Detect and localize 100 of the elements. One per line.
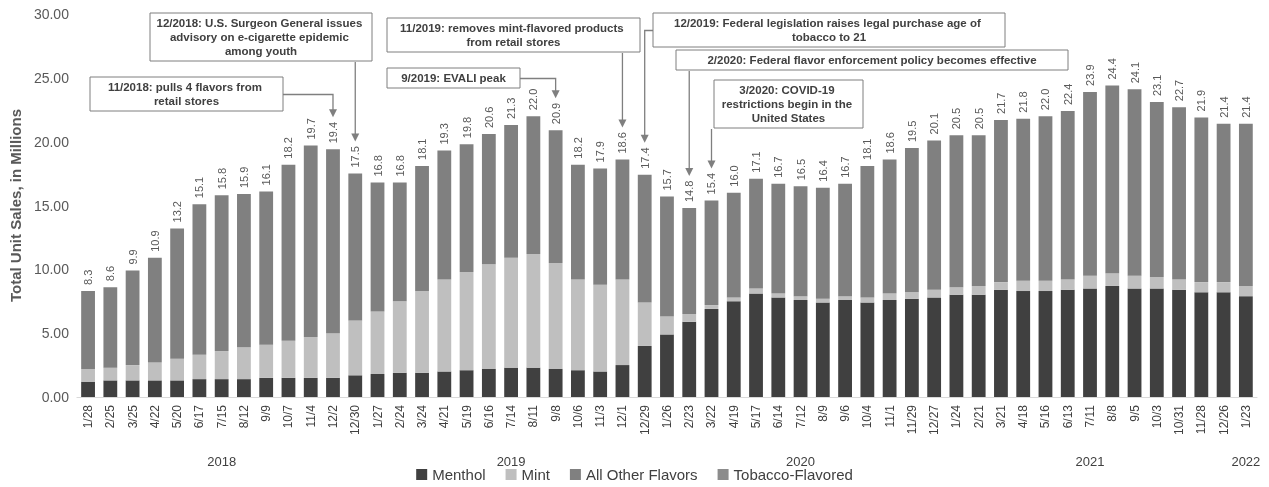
x-tick-label: 10/4 (860, 404, 875, 429)
total-label: 14.8 (683, 180, 696, 203)
annotation: 11/2019: removes mint-flavored products from retail stores (400, 22, 627, 48)
total-label: 20.1 (928, 112, 941, 135)
total-label: 19.8 (460, 116, 473, 139)
bar (571, 370, 585, 397)
bar (704, 308, 719, 397)
total-label: 18.1 (861, 138, 874, 160)
annotation: 2/2020: Federal flavor enforcement policy becomes effective (707, 54, 1037, 66)
x-tick-label: 3/24 (415, 404, 430, 429)
total-label: 23.9 (1084, 64, 1097, 86)
legend-label: Menthol (432, 466, 486, 483)
bar (237, 347, 251, 380)
bar (726, 297, 741, 302)
total-label: 16.8 (371, 155, 384, 177)
bar (392, 301, 407, 373)
bar (815, 187, 830, 299)
total-label: 18.6 (883, 132, 896, 154)
bar (1083, 288, 1097, 397)
bar (927, 297, 942, 397)
bar (326, 333, 340, 378)
x-tick-label: 8/12 (236, 404, 251, 429)
bar (615, 159, 630, 280)
bar (1016, 280, 1031, 292)
bar (392, 182, 407, 302)
bar (526, 367, 541, 397)
bar (1238, 296, 1253, 397)
total-label: 19.4 (326, 121, 339, 144)
bar (1038, 280, 1053, 292)
total-label: 15.7 (660, 169, 673, 191)
x-tick-label: 12/30 (348, 404, 363, 436)
x-tick-label: 12/2 (325, 404, 340, 429)
x-tick-label: 10/3 (1149, 404, 1164, 429)
x-tick-label: 7/12 (793, 404, 808, 429)
bar (971, 135, 986, 286)
bar (526, 254, 541, 368)
x-tick-label: 9/8 (548, 404, 563, 422)
total-label: 15.1 (193, 176, 206, 199)
total-label: 20.5 (972, 107, 985, 130)
x-tick-label: 1/23 (1238, 404, 1253, 429)
bar (1216, 282, 1231, 293)
x-tick-label: 5/19 (459, 404, 474, 429)
bar (615, 279, 630, 366)
total-label: 19.3 (438, 123, 451, 145)
bar (1060, 279, 1075, 290)
x-tick-label: 2/25 (103, 404, 118, 429)
x-tick-label: 11/28 (1194, 404, 1209, 435)
x-tick-label: 4/18 (1016, 404, 1031, 429)
bar (370, 374, 385, 397)
total-label: 13.2 (171, 201, 184, 223)
x-tick-label: 1/26 (659, 404, 674, 429)
bar (749, 293, 763, 397)
bar (1216, 292, 1231, 397)
bar (147, 362, 162, 381)
bar (103, 367, 118, 381)
total-label: 22.0 (527, 88, 540, 111)
x-tick-label: 2/24 (392, 404, 407, 429)
x-tick-label: 1/27 (370, 404, 385, 429)
bar (437, 371, 452, 397)
total-label: 15.9 (237, 166, 250, 189)
legend-label: All Other Flavors (585, 466, 698, 483)
annotation: 12/2019: Federal legislation raises legal purchase age of tobacco to 21 (673, 17, 985, 43)
bar (192, 379, 207, 397)
bar (660, 334, 674, 397)
bar (125, 270, 140, 366)
bar (459, 271, 474, 371)
bar (682, 314, 697, 322)
text: 2021 (1075, 454, 1105, 469)
bar (1105, 273, 1120, 286)
text: 2019 (496, 454, 526, 469)
total-label: 18.2 (571, 137, 584, 159)
bar (415, 165, 429, 292)
bar (81, 368, 95, 382)
x-tick-label: 11/4 (303, 404, 318, 428)
text: 2018 (207, 454, 237, 469)
total-label: 20.5 (950, 107, 963, 130)
bar (125, 380, 140, 397)
total-label: 16.5 (794, 158, 807, 181)
x-tick-label: 1/24 (949, 404, 964, 429)
bar (1105, 85, 1120, 274)
bar (838, 183, 852, 297)
bar (259, 344, 274, 378)
bar (571, 279, 585, 371)
total-label: 18.6 (616, 132, 629, 154)
bar (125, 365, 140, 381)
x-tick-label: 5/16 (1038, 404, 1053, 429)
bar (192, 354, 207, 380)
x-tick-label: 10/6 (570, 404, 585, 429)
total-label: 19.7 (304, 118, 317, 140)
bar (637, 345, 652, 397)
bar (860, 165, 875, 298)
bar (771, 297, 786, 397)
legend-label: Tobacco-Flavored (733, 466, 853, 483)
bar (1149, 102, 1164, 277)
bar (904, 298, 919, 397)
x-tick-label: 9/9 (259, 404, 274, 422)
bar (526, 116, 541, 255)
bar (415, 372, 429, 397)
x-tick-label: 6/13 (1060, 404, 1075, 429)
bar (303, 377, 318, 397)
